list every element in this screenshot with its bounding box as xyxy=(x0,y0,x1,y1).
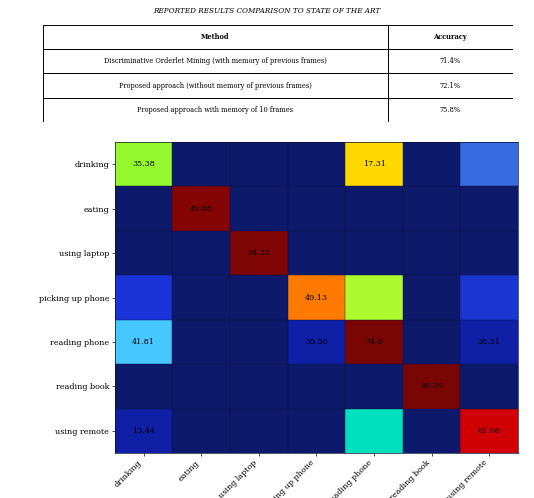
Bar xyxy=(172,364,230,409)
Bar xyxy=(172,142,230,186)
Bar xyxy=(115,231,172,275)
Bar xyxy=(345,231,403,275)
Bar xyxy=(288,142,345,186)
Text: Method: Method xyxy=(201,33,230,41)
Bar xyxy=(345,142,403,186)
Text: 99.29: 99.29 xyxy=(420,382,443,390)
Bar xyxy=(460,186,518,231)
Bar xyxy=(388,49,513,73)
Text: 61.06: 61.06 xyxy=(478,427,500,435)
Bar xyxy=(388,74,513,98)
Text: 72.1%: 72.1% xyxy=(440,82,461,90)
Text: 74.6: 74.6 xyxy=(365,338,383,346)
Bar xyxy=(115,320,172,364)
Bar xyxy=(403,186,460,231)
Bar xyxy=(115,275,172,320)
Bar xyxy=(43,74,388,98)
Bar xyxy=(288,320,345,364)
Text: REPORTED RESULTS COMPARISON TO STATE OF THE ART: REPORTED RESULTS COMPARISON TO STATE OF … xyxy=(153,7,381,15)
Bar xyxy=(288,409,345,453)
Bar xyxy=(172,409,230,453)
Bar xyxy=(460,409,518,453)
Bar xyxy=(172,275,230,320)
Bar xyxy=(43,49,388,73)
Bar xyxy=(345,409,403,453)
Bar xyxy=(115,409,172,453)
Bar xyxy=(288,364,345,409)
Text: 49.88: 49.88 xyxy=(190,205,213,213)
Bar xyxy=(43,98,388,122)
Bar xyxy=(230,142,288,186)
Bar xyxy=(403,231,460,275)
Bar xyxy=(115,186,172,231)
Bar xyxy=(460,275,518,320)
Bar xyxy=(403,320,460,364)
Text: Proposed approach (without memory of previous frames): Proposed approach (without memory of pre… xyxy=(119,82,312,90)
Bar xyxy=(403,364,460,409)
Bar xyxy=(172,186,230,231)
Bar xyxy=(388,25,513,49)
Text: 35.38: 35.38 xyxy=(132,160,155,168)
Bar xyxy=(345,364,403,409)
Bar xyxy=(403,142,460,186)
Bar xyxy=(230,320,288,364)
Bar xyxy=(460,320,518,364)
Bar xyxy=(230,409,288,453)
Bar xyxy=(230,231,288,275)
Bar xyxy=(115,364,172,409)
Bar xyxy=(345,186,403,231)
Text: 41.81: 41.81 xyxy=(132,338,155,346)
Bar xyxy=(460,231,518,275)
Text: 17.31: 17.31 xyxy=(363,160,386,168)
Bar xyxy=(403,275,460,320)
Bar xyxy=(230,186,288,231)
Text: 13.44: 13.44 xyxy=(132,427,155,435)
Text: 54.35: 54.35 xyxy=(247,249,270,257)
Bar xyxy=(172,320,230,364)
Bar xyxy=(345,275,403,320)
Bar xyxy=(230,364,288,409)
Text: 75.8%: 75.8% xyxy=(440,106,461,114)
Bar xyxy=(115,142,172,186)
Bar xyxy=(288,275,345,320)
Bar xyxy=(460,364,518,409)
Bar xyxy=(345,320,403,364)
Text: 49.13: 49.13 xyxy=(305,293,328,302)
Bar xyxy=(288,186,345,231)
Text: Accuracy: Accuracy xyxy=(434,33,467,41)
Text: Discriminative Orderlet Mining (with memory of previous frames): Discriminative Orderlet Mining (with mem… xyxy=(104,57,327,65)
Bar xyxy=(460,142,518,186)
Bar xyxy=(403,409,460,453)
Text: 35.50: 35.50 xyxy=(305,338,328,346)
Bar xyxy=(388,98,513,122)
Text: 28.31: 28.31 xyxy=(478,338,500,346)
Text: 71.4%: 71.4% xyxy=(440,57,461,65)
Bar xyxy=(43,25,388,49)
Text: Proposed approach with memory of 10 frames: Proposed approach with memory of 10 fram… xyxy=(137,106,294,114)
Bar xyxy=(172,231,230,275)
Bar xyxy=(230,275,288,320)
Bar xyxy=(288,231,345,275)
